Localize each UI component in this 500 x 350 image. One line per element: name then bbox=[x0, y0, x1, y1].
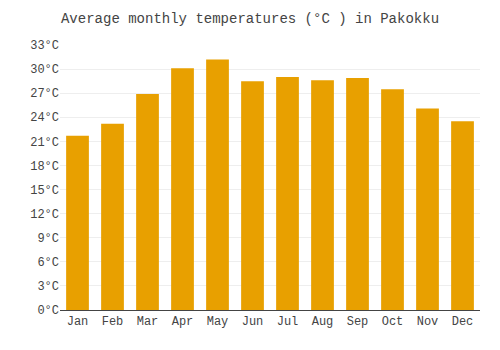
svg-text:33°C: 33°C bbox=[30, 39, 59, 53]
svg-text:Sep: Sep bbox=[347, 315, 369, 329]
svg-text:Average monthly temperatures (: Average monthly temperatures (°C ) in Pa… bbox=[61, 11, 439, 27]
svg-text:12°C: 12°C bbox=[30, 208, 59, 222]
svg-text:Dec: Dec bbox=[452, 315, 474, 329]
svg-text:Nov: Nov bbox=[417, 315, 439, 329]
svg-text:Mar: Mar bbox=[137, 315, 159, 329]
svg-text:9°C: 9°C bbox=[37, 232, 59, 246]
svg-text:30°C: 30°C bbox=[30, 63, 59, 77]
svg-text:21°C: 21°C bbox=[30, 136, 59, 150]
svg-text:6°C: 6°C bbox=[37, 256, 59, 270]
svg-text:15°C: 15°C bbox=[30, 184, 59, 198]
svg-text:Apr: Apr bbox=[172, 315, 194, 329]
svg-text:Feb: Feb bbox=[102, 315, 124, 329]
svg-text:Jan: Jan bbox=[67, 315, 89, 329]
svg-text:Jul: Jul bbox=[277, 315, 299, 329]
svg-text:0°C: 0°C bbox=[37, 304, 59, 318]
svg-text:27°C: 27°C bbox=[30, 87, 59, 101]
svg-text:Jun: Jun bbox=[242, 315, 264, 329]
svg-text:Oct: Oct bbox=[382, 315, 404, 329]
svg-text:3°C: 3°C bbox=[37, 280, 59, 294]
svg-text:Aug: Aug bbox=[312, 315, 334, 329]
svg-text:18°C: 18°C bbox=[30, 160, 59, 174]
svg-text:May: May bbox=[207, 315, 229, 329]
svg-text:24°C: 24°C bbox=[30, 111, 59, 125]
